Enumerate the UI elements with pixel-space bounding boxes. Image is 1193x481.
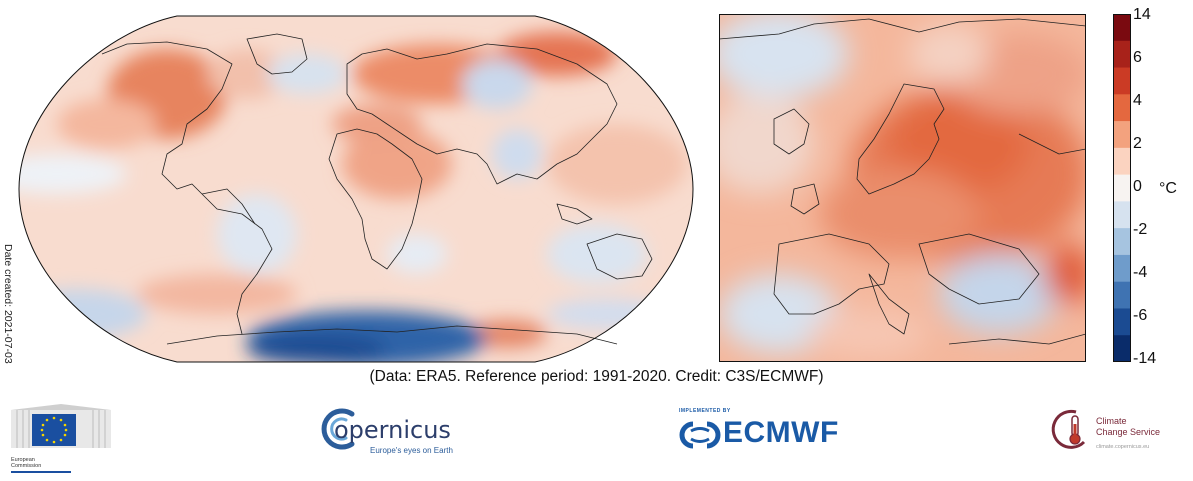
colorbar-tick-label: 6 bbox=[1133, 49, 1142, 66]
colorbar-tick-label: 0 bbox=[1133, 178, 1142, 195]
colorbar-tick-label: 14 bbox=[1133, 6, 1151, 23]
colorbar-band bbox=[1113, 335, 1131, 362]
global-anomaly-map bbox=[18, 15, 694, 363]
colorbar-band bbox=[1113, 67, 1131, 95]
copernicus-tagline: Europe's eyes on Earth bbox=[370, 446, 453, 455]
colorbar-band bbox=[1113, 281, 1131, 309]
colorbar-band bbox=[1113, 174, 1131, 202]
c3s-logo: Climate Change Service climate.copernicu… bbox=[1046, 404, 1186, 460]
eu-text-line2: Commission bbox=[11, 463, 42, 469]
colorbar-band bbox=[1113, 201, 1131, 229]
colorbar-band bbox=[1113, 94, 1131, 122]
c3s-sub: climate.copernicus.eu bbox=[1096, 444, 1150, 450]
colorbar-band bbox=[1113, 147, 1131, 176]
colorbar-band bbox=[1113, 14, 1131, 42]
ecmwf-wave-icon bbox=[679, 421, 721, 449]
colorbar-tick-label: 2 bbox=[1133, 135, 1142, 152]
europe-anomaly-map bbox=[719, 14, 1086, 362]
colorbar-tick-label: -6 bbox=[1133, 307, 1148, 324]
eu-building-icon bbox=[11, 404, 111, 448]
colorbar-band bbox=[1113, 308, 1131, 336]
copernicus-c-icon bbox=[321, 408, 355, 450]
date-created-label: Date created: 2021-07-03 bbox=[2, 244, 14, 364]
c3s-line1: Climate bbox=[1096, 416, 1127, 426]
ecmwf-implemented-by: IMPLEMENTED BY bbox=[679, 408, 731, 414]
colorbar-tick-label: -14 bbox=[1133, 350, 1157, 367]
copernicus-name: opernicus bbox=[334, 416, 451, 444]
colorbar-band bbox=[1113, 228, 1131, 256]
c3s-line2: Change Service bbox=[1096, 427, 1161, 437]
colorbar-band bbox=[1113, 254, 1131, 283]
ecmwf-name: ECMWF bbox=[723, 416, 839, 449]
colorbar-tick-label: -4 bbox=[1133, 264, 1148, 281]
ecmwf-logo: IMPLEMENTED BY ECMWF bbox=[675, 408, 865, 456]
data-credit: (Data: ERA5. Reference period: 1991-2020… bbox=[369, 368, 824, 385]
colorbar bbox=[1113, 14, 1131, 362]
colorbar-tick-label: 4 bbox=[1133, 92, 1142, 109]
colorbar-band bbox=[1113, 40, 1131, 69]
eu-text-line1: European bbox=[11, 457, 35, 463]
colorbar-unit: °C bbox=[1159, 180, 1177, 197]
copernicus-logo: opernicus Europe's eyes on Earth bbox=[318, 404, 458, 460]
colorbar-tick-label: -2 bbox=[1133, 221, 1148, 238]
c3s-thermometer-icon bbox=[1051, 409, 1086, 449]
colorbar-band bbox=[1113, 121, 1131, 149]
eu-commission-logo: European Commission bbox=[11, 402, 111, 473]
